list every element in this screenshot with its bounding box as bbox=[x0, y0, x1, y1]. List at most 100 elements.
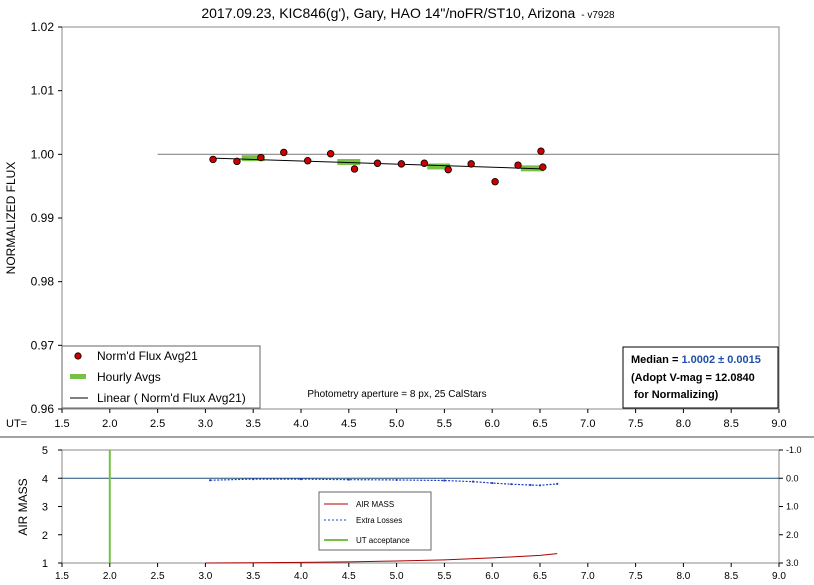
extra-losses-point bbox=[299, 477, 303, 481]
lower-y2-tick-label: -1.0 bbox=[786, 445, 802, 455]
lower-y2-tick-label: 0.0 bbox=[786, 473, 799, 483]
flux-point bbox=[373, 159, 382, 167]
lower-x-tick-label: 4.5 bbox=[342, 571, 356, 582]
lower-marks bbox=[62, 450, 779, 564]
lower-x-tick-label: 6.0 bbox=[485, 571, 499, 582]
upper-legend-box bbox=[61, 345, 261, 409]
hourly-avg-bar bbox=[337, 158, 361, 165]
lower-x-tick-label: 2.5 bbox=[151, 571, 165, 582]
upper-x-tick-label: 2.5 bbox=[150, 418, 165, 430]
chart-title-text: 2017.09.23, KIC846(g'), Gary, HAO 14"/no… bbox=[201, 5, 575, 21]
upper-x-tick-label: 1.5 bbox=[54, 418, 69, 430]
upper-x-tick-label: 5.0 bbox=[389, 418, 404, 430]
lower-x-tick-label: 2.0 bbox=[103, 571, 117, 582]
flux-point bbox=[350, 165, 359, 173]
upper-x-tick-label: 7.0 bbox=[580, 418, 595, 430]
chart-version-text: v7928 bbox=[587, 10, 615, 21]
legend-flux-label: Norm'd Flux Avg21 bbox=[97, 349, 198, 363]
lower-y2-tick-label: 2.0 bbox=[786, 530, 799, 540]
upper-x-tick-label: 7.5 bbox=[628, 418, 643, 430]
lower-x-tick-label: 7.0 bbox=[581, 571, 595, 582]
extra-losses-point bbox=[510, 483, 513, 486]
lower-x-tick-label: 5.0 bbox=[390, 571, 404, 582]
lower-x-tick-label: 4.0 bbox=[294, 571, 308, 582]
lower-y-tick-label: 2 bbox=[42, 530, 48, 542]
lower-x-tick-label: 1.5 bbox=[55, 571, 69, 582]
extra-losses-point bbox=[491, 481, 494, 485]
flux-point bbox=[537, 147, 545, 155]
chart-title: 2017.09.23, KIC846(g'), Gary, HAO 14"/no… bbox=[201, 5, 615, 21]
lower-legend: AIR MASS Extra Losses UT acceptance bbox=[318, 491, 432, 551]
upper-marks bbox=[157, 147, 779, 186]
lower-x-tick-label: 3.5 bbox=[246, 571, 260, 582]
upper-x-tick-label: 3.0 bbox=[198, 418, 213, 430]
lower-x-ticks: 1.5 2.0 2.5 3.0 3.5 4.0 4.5 5.0 5.5 6.0 6.5 7.0 7.5 8… bbox=[55, 563, 786, 582]
photometry-annotation: Photometry aperture = 8 px, 25 CalStars bbox=[307, 389, 486, 400]
upper-y-tick-label: 0.98 bbox=[31, 275, 55, 289]
upper-x-tick-label: 4.5 bbox=[341, 418, 356, 430]
flux-point bbox=[514, 161, 522, 169]
flux-point bbox=[233, 157, 241, 166]
flux-point bbox=[303, 156, 312, 165]
upper-x-tick-label: 9.0 bbox=[771, 418, 786, 430]
lower-y-tick-label: 5 bbox=[42, 445, 48, 457]
lower-x-tick-label: 6.5 bbox=[533, 571, 547, 582]
stats-median: Median = 1.0002 ± 0.0015 bbox=[631, 354, 761, 366]
lower-x-tick-label: 8.5 bbox=[724, 571, 738, 582]
upper-x-tick-label: 6.5 bbox=[532, 418, 547, 430]
upper-x-tick-label: 5.5 bbox=[437, 418, 452, 430]
flux-point bbox=[539, 163, 547, 171]
legend-airmass-label: AIR MASS bbox=[356, 500, 394, 509]
extra-losses-point bbox=[443, 479, 446, 482]
stats-median-value: 1.0002 ± 0.0015 bbox=[681, 354, 760, 366]
upper-x-tick-label: 2.0 bbox=[102, 418, 117, 430]
flux-point bbox=[420, 159, 429, 167]
upper-x-tick-label: 3.5 bbox=[246, 418, 261, 430]
upper-y-tick-label: 0.99 bbox=[31, 211, 55, 225]
upper-x-ticks: 1.5 2.0 2.5 3.0 3.5 4.0 4.5 5.0 5.5 6.0 6.5 7.0 7.5 8… bbox=[54, 409, 787, 430]
extra-losses-point bbox=[209, 479, 212, 482]
hourly-avg-bar bbox=[241, 155, 265, 162]
extra-losses-point bbox=[347, 478, 350, 481]
flux-point bbox=[444, 165, 452, 174]
extra-losses-point bbox=[395, 478, 398, 482]
extra-losses-point bbox=[471, 480, 475, 483]
lower-y-ticks: 1 2 3 4 5 bbox=[42, 445, 62, 570]
upper-x-tick-label: 8.5 bbox=[724, 418, 739, 430]
flux-point bbox=[397, 160, 406, 168]
upper-y-tick-label: 1.00 bbox=[31, 147, 55, 161]
lower-y-tick-label: 4 bbox=[42, 473, 48, 485]
legend-linear-label: Linear ( Norm'd Flux Avg21) bbox=[97, 391, 246, 405]
legend-ut-label: UT acceptance bbox=[356, 536, 410, 545]
upper-x-tick-label: 4.0 bbox=[293, 418, 308, 430]
extra-losses-point bbox=[538, 484, 542, 487]
flux-point bbox=[280, 148, 288, 157]
legend-flux-marker bbox=[74, 352, 82, 360]
upper-y-axis-label: NORMALIZED FLUX bbox=[4, 162, 18, 275]
upper-y-tick-label: 1.02 bbox=[31, 20, 55, 34]
ut-label: UT= bbox=[6, 418, 27, 430]
upper-y-tick-label: 1.01 bbox=[31, 84, 55, 98]
upper-y-tick-label: 0.97 bbox=[31, 338, 55, 352]
lower-x-tick-label: 7.5 bbox=[629, 571, 643, 582]
legend-hourly-label: Hourly Avgs bbox=[97, 370, 161, 384]
hourly-avg-bar bbox=[427, 163, 451, 170]
stats-box: Median = 1.0002 ± 0.0015 (Adopt V-mag = … bbox=[622, 346, 779, 409]
extra-losses-point bbox=[556, 482, 559, 485]
stats-box-frame bbox=[622, 346, 779, 409]
lower-x-tick-label: 9.0 bbox=[772, 571, 786, 582]
legend-losses-label: Extra Losses bbox=[356, 516, 402, 525]
upper-x-tick-label: 8.0 bbox=[676, 418, 691, 430]
stats-adopt: (Adopt V-mag = 12.0840 bbox=[631, 372, 755, 384]
flux-point bbox=[491, 178, 499, 186]
upper-y-ticks: 0.96 0.97 0.98 0.99 1.00 1.01 1.02 bbox=[31, 20, 62, 416]
upper-y-tick-label: 0.96 bbox=[31, 402, 55, 416]
lower-y2-tick-label: 1.0 bbox=[786, 502, 799, 512]
upper-plot-area bbox=[61, 26, 780, 410]
legend-hourly-marker bbox=[70, 374, 86, 379]
lower-y-axis-label: AIR MASS bbox=[16, 478, 30, 535]
flux-point bbox=[467, 160, 475, 168]
lower-y-tick-label: 1 bbox=[42, 558, 48, 570]
lower-x-tick-label: 3.0 bbox=[198, 571, 212, 582]
